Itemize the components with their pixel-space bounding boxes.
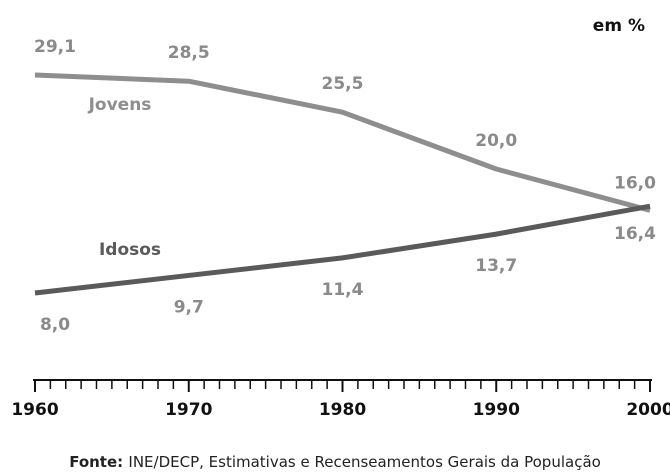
series-label: Jovens [88, 95, 152, 115]
source: Fonte: INE/DECP, Estimativas e Recenseam… [69, 453, 601, 471]
series-line [34, 203, 651, 296]
value-label: 9,7 [174, 297, 204, 317]
x-tick-label: 2000 [626, 400, 670, 420]
value-label: 11,4 [322, 280, 364, 300]
series-label: Idosos [99, 240, 161, 260]
value-label: 16,4 [614, 224, 656, 244]
value-label: 16,0 [614, 173, 656, 193]
x-tick-label: 1990 [473, 400, 520, 420]
x-tick-label: 1970 [165, 400, 212, 420]
value-label: 29,1 [34, 37, 76, 57]
x-tick-label: 1960 [11, 400, 58, 420]
series-line [34, 72, 651, 213]
value-label: 8,0 [40, 315, 70, 335]
value-label: 20,0 [475, 131, 517, 151]
unit-label: em % [593, 16, 645, 36]
x-tick-label: 1980 [319, 400, 366, 420]
source-text: INE/DECP, Estimativas e Recenseamentos G… [128, 453, 600, 471]
source-label: Fonte: [69, 453, 123, 471]
value-label: 28,5 [168, 43, 210, 63]
value-label: 25,5 [322, 74, 364, 94]
value-label: 13,7 [475, 256, 517, 276]
